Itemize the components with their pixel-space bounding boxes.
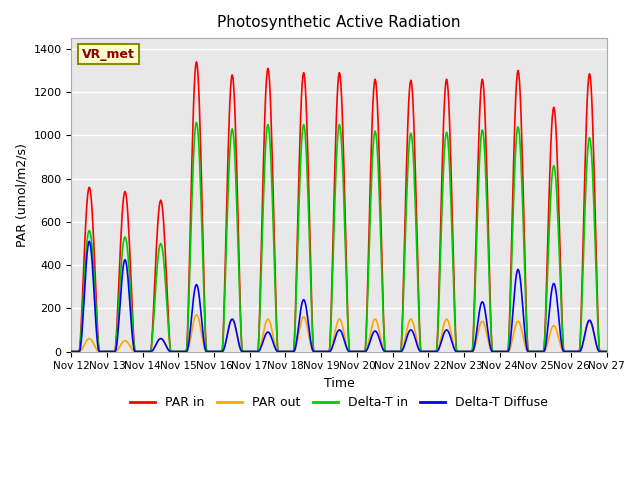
Legend: PAR in, PAR out, Delta-T in, Delta-T Diffuse: PAR in, PAR out, Delta-T in, Delta-T Dif… [125, 391, 553, 414]
Title: Photosynthetic Active Radiation: Photosynthetic Active Radiation [217, 15, 461, 30]
Text: VR_met: VR_met [82, 48, 135, 60]
Y-axis label: PAR (umol/m2/s): PAR (umol/m2/s) [15, 143, 28, 247]
X-axis label: Time: Time [324, 377, 355, 390]
